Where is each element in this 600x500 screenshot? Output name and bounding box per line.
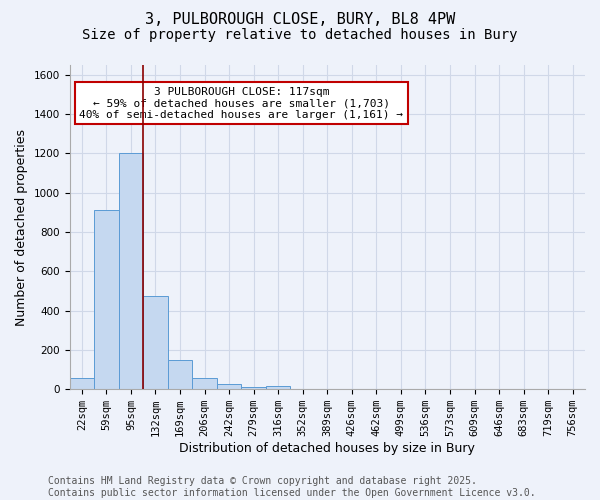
Bar	[192, 378, 217, 389]
Bar	[241, 388, 266, 389]
Bar	[143, 296, 168, 389]
Text: Contains HM Land Registry data © Crown copyright and database right 2025.
Contai: Contains HM Land Registry data © Crown c…	[48, 476, 536, 498]
Bar	[94, 210, 119, 389]
Bar	[168, 360, 192, 389]
Y-axis label: Number of detached properties: Number of detached properties	[15, 128, 28, 326]
Bar	[119, 154, 143, 389]
Text: 3 PULBOROUGH CLOSE: 117sqm
← 59% of detached houses are smaller (1,703)
40% of s: 3 PULBOROUGH CLOSE: 117sqm ← 59% of deta…	[79, 86, 403, 120]
Bar	[266, 386, 290, 389]
X-axis label: Distribution of detached houses by size in Bury: Distribution of detached houses by size …	[179, 442, 475, 455]
Bar	[70, 378, 94, 389]
Bar	[217, 384, 241, 389]
Text: Size of property relative to detached houses in Bury: Size of property relative to detached ho…	[82, 28, 518, 42]
Text: 3, PULBOROUGH CLOSE, BURY, BL8 4PW: 3, PULBOROUGH CLOSE, BURY, BL8 4PW	[145, 12, 455, 28]
